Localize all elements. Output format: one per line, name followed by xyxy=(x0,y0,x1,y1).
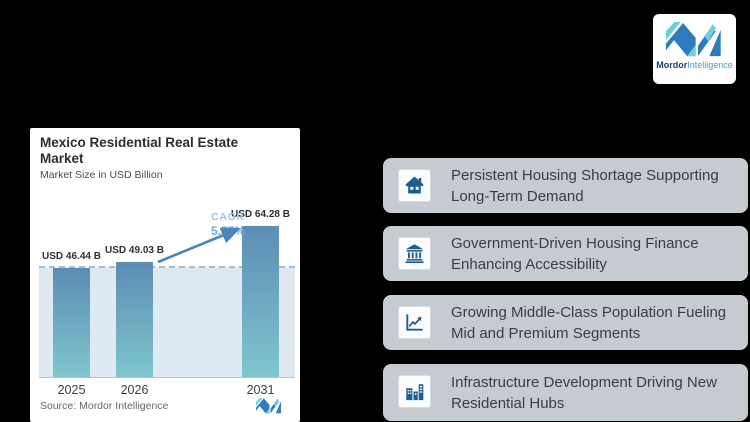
bar-2025 xyxy=(53,268,90,377)
source-text: Source: Mordor Intelligence xyxy=(40,400,169,412)
chart-subtitle: Market Size in USD Billion xyxy=(40,169,163,181)
market-chart-card: Mexico Residential Real Estate Market Ma… xyxy=(30,128,300,422)
bar-value-label-2025: USD 46.44 B xyxy=(42,251,101,262)
mordor-logo-card: MordorIntelligence xyxy=(653,14,736,84)
driver-text: Growing Middle-Class Population Fueling … xyxy=(451,303,727,342)
logo-word-mordor: Mordor xyxy=(656,60,688,70)
bar-value-label-2031: USD 64.28 B xyxy=(231,209,290,220)
driver-text: Government-Driven Housing Finance Enhanc… xyxy=(451,234,699,273)
bar-2031 xyxy=(242,226,279,377)
driver-box-middle-class: Growing Middle-Class Population Fueling … xyxy=(383,295,748,350)
plot-area: USD 46.44 B 2025 USD 49.03 B 2026 USD 64.28 … xyxy=(39,208,295,397)
chart-title: Mexico Residential Real Estate Market xyxy=(40,135,239,167)
driver-box-infrastructure: Infrastructure Development Driving New R… xyxy=(383,364,748,421)
growth-arrow-icon xyxy=(157,227,241,264)
driver-box-housing-shortage: Persistent Housing Shortage Supporting L… xyxy=(383,158,748,213)
driver-text: Infrastructure Development Driving New R… xyxy=(451,373,717,412)
mordor-logo-icon xyxy=(666,21,721,57)
logo-word-intelligence: Intelligence xyxy=(687,60,733,70)
x-axis-label-2025: 2025 xyxy=(57,383,86,397)
chart-growth-icon xyxy=(398,306,431,339)
bar-value-label-2026: USD 49.03 B xyxy=(105,245,164,256)
x-axis-line xyxy=(39,377,295,378)
mordor-mini-logo-icon xyxy=(256,397,281,414)
buildings-icon xyxy=(398,375,431,408)
house-icon xyxy=(398,169,431,202)
cagr-label: CAGR xyxy=(211,212,245,223)
reference-dashed-line xyxy=(39,266,295,268)
mordor-logo-wordmark: MordorIntelligence xyxy=(653,60,736,70)
x-axis-label-2026: 2026 xyxy=(120,383,149,397)
bar-2026 xyxy=(116,262,153,377)
x-axis-label-2031: 2031 xyxy=(246,383,275,397)
source-row: Source: Mordor Intelligence xyxy=(40,396,290,416)
bank-icon xyxy=(398,237,431,270)
driver-text: Persistent Housing Shortage Supporting L… xyxy=(451,166,719,205)
driver-box-housing-finance: Government-Driven Housing Finance Enhanc… xyxy=(383,226,748,281)
